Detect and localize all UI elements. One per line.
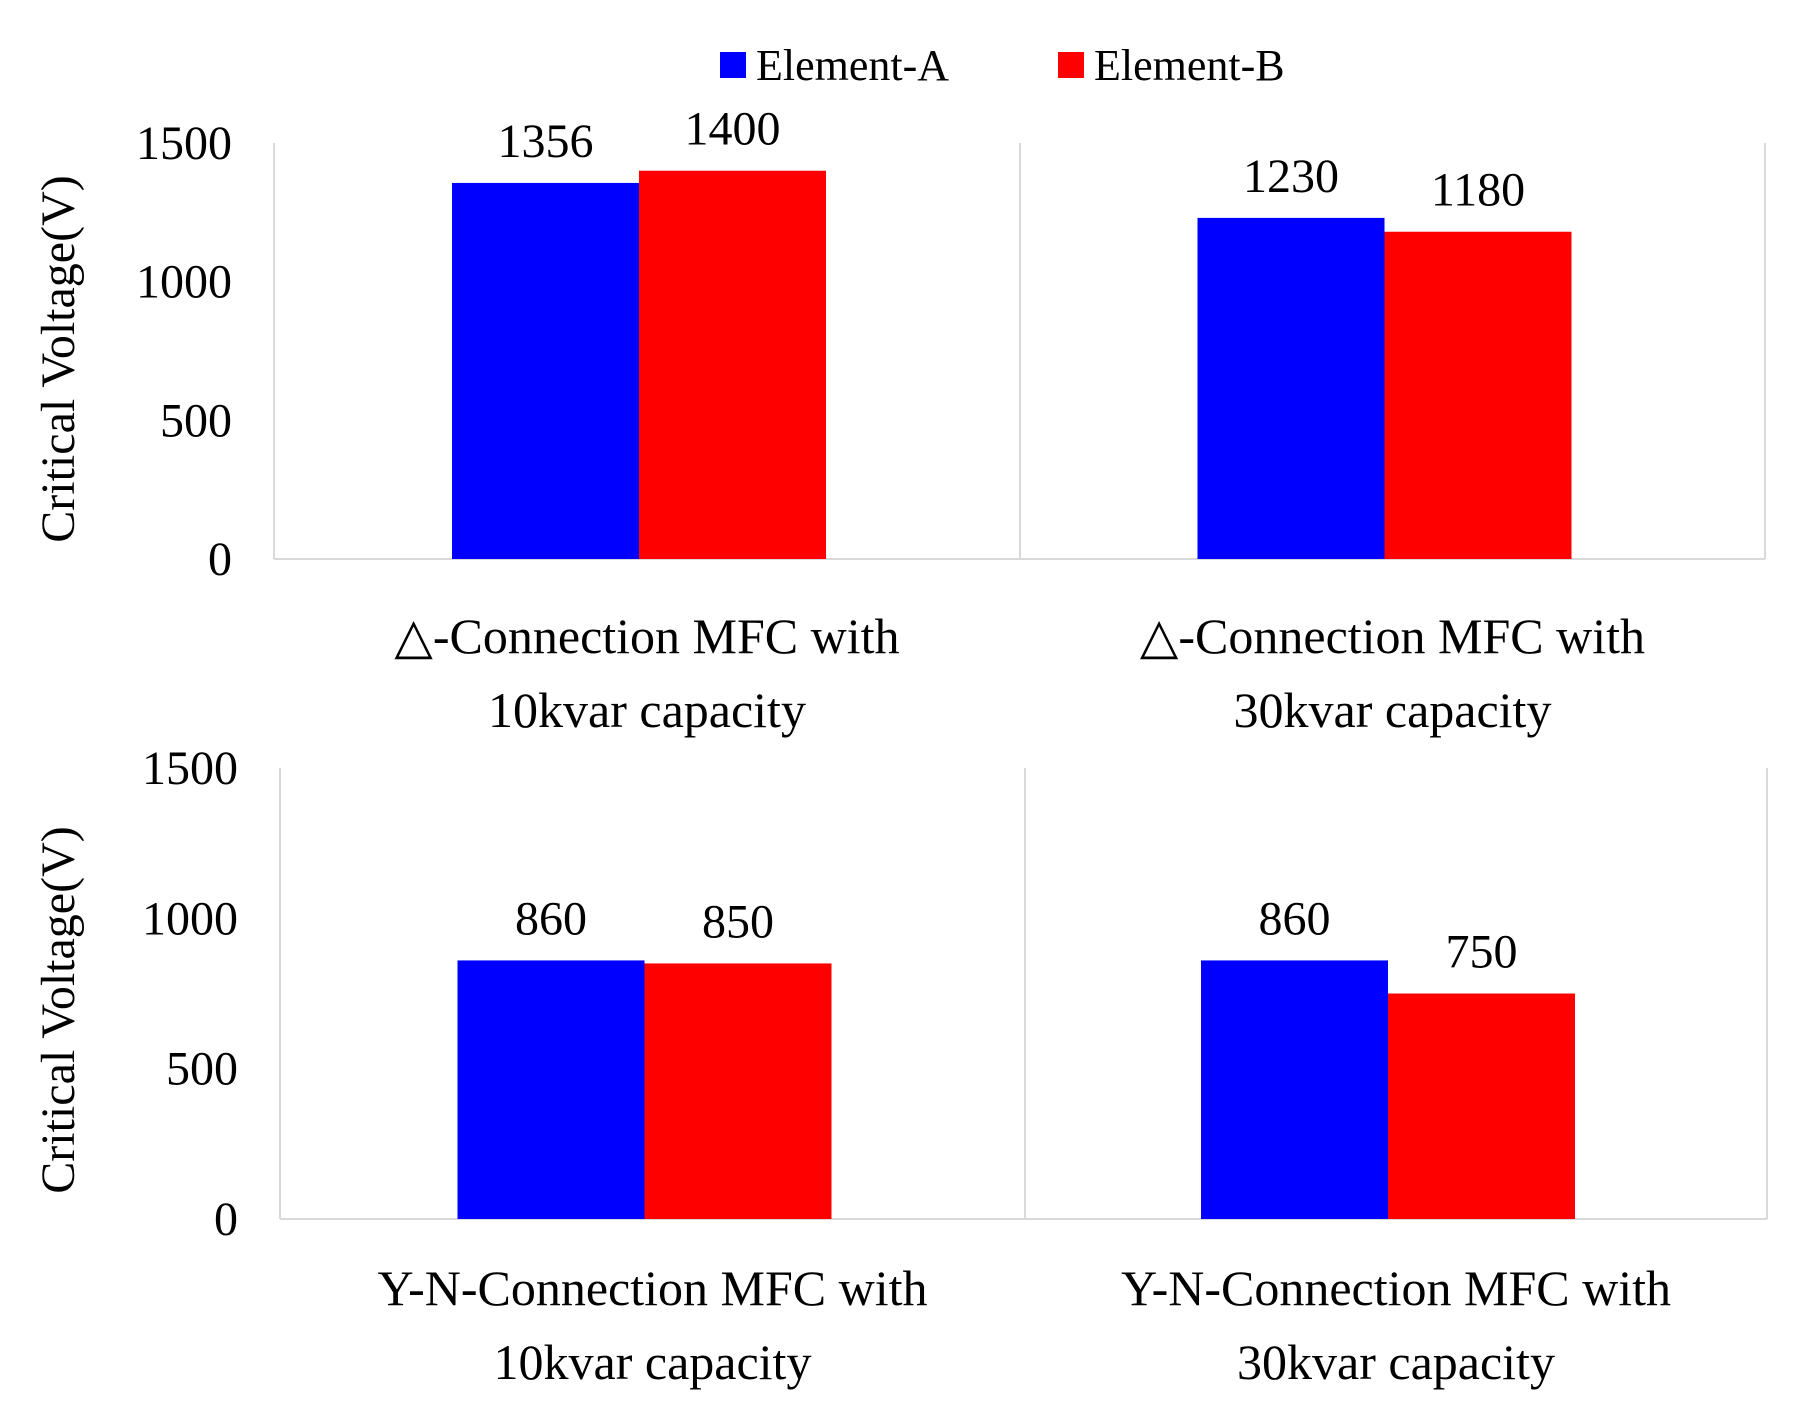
category-label-line-1: △-Connection MFC with	[394, 608, 899, 664]
data-label: 860	[1259, 892, 1331, 945]
legend-label-element-a: Element-A	[756, 41, 949, 90]
bar-element-b	[1384, 231, 1572, 559]
category-label-line-1: Y-N-Connection MFC with	[1121, 1260, 1671, 1316]
bar-element-b	[1388, 993, 1575, 1219]
data-label: 1180	[1431, 164, 1525, 217]
y-tick-label: 1000	[136, 256, 232, 309]
bar-element-a	[452, 182, 639, 559]
bar-element-b	[644, 963, 832, 1219]
data-label: 1400	[685, 103, 781, 156]
bar-element-a	[1197, 217, 1385, 559]
y-tick-label: 1500	[136, 117, 232, 170]
y-tick-label: 0	[214, 1193, 238, 1246]
bar-element-b	[639, 170, 826, 559]
bar-element-a	[457, 960, 645, 1219]
data-label: 1356	[498, 115, 594, 168]
chart-row-2: 0 500 1000 1500 Critical Voltage(V) 860 850 Y-N…	[32, 742, 1768, 1390]
legend-label-element-b: Element-B	[1094, 41, 1285, 90]
category-label-line-2: 30kvar capacity	[1234, 682, 1552, 738]
data-label: 750	[1446, 926, 1518, 979]
y-tick-label: 1000	[142, 892, 238, 945]
data-label: 1230	[1243, 150, 1339, 203]
panel-1-2: 1230 1180 △-Connection MFC with 30kvar capa…	[1140, 150, 1645, 738]
y-axis-title: Critical Voltage(V)	[32, 175, 85, 542]
y-tick-label: 500	[166, 1043, 238, 1096]
y-tick-label: 1500	[142, 742, 238, 795]
category-label-line-2: 10kvar capacity	[494, 1334, 812, 1390]
legend: Element-A Element-B	[720, 41, 1285, 90]
y-tick-label: 500	[160, 394, 232, 447]
category-label-line-2: 30kvar capacity	[1237, 1334, 1555, 1390]
legend-swatch-element-b	[1058, 52, 1084, 78]
data-label: 850	[702, 895, 774, 948]
panel-1-1: 1356 1400 △-Connection MFC with 10kvar capa…	[394, 103, 899, 738]
panel-2-1: 860 850 Y-N-Connection MFC with 10kvar capa…	[378, 892, 928, 1390]
category-label-line-1: Y-N-Connection MFC with	[378, 1260, 928, 1316]
category-label-line-2: 10kvar capacity	[488, 682, 806, 738]
category-label-line-1: △-Connection MFC with	[1140, 608, 1645, 664]
chart-rows: 0 500 1000 1500 Critical Voltage(V) 1356 1400 △…	[32, 103, 1768, 1390]
panel-2-2: 860 750 Y-N-Connection MFC with 30kvar capa…	[1121, 892, 1671, 1390]
data-label: 860	[515, 892, 587, 945]
y-tick-label: 0	[208, 533, 232, 586]
legend-swatch-element-a	[720, 52, 746, 78]
chart-row-1: 0 500 1000 1500 Critical Voltage(V) 1356 1400 △…	[32, 103, 1766, 738]
y-axis-title: Critical Voltage(V)	[32, 826, 85, 1193]
bar-element-a	[1201, 960, 1388, 1219]
